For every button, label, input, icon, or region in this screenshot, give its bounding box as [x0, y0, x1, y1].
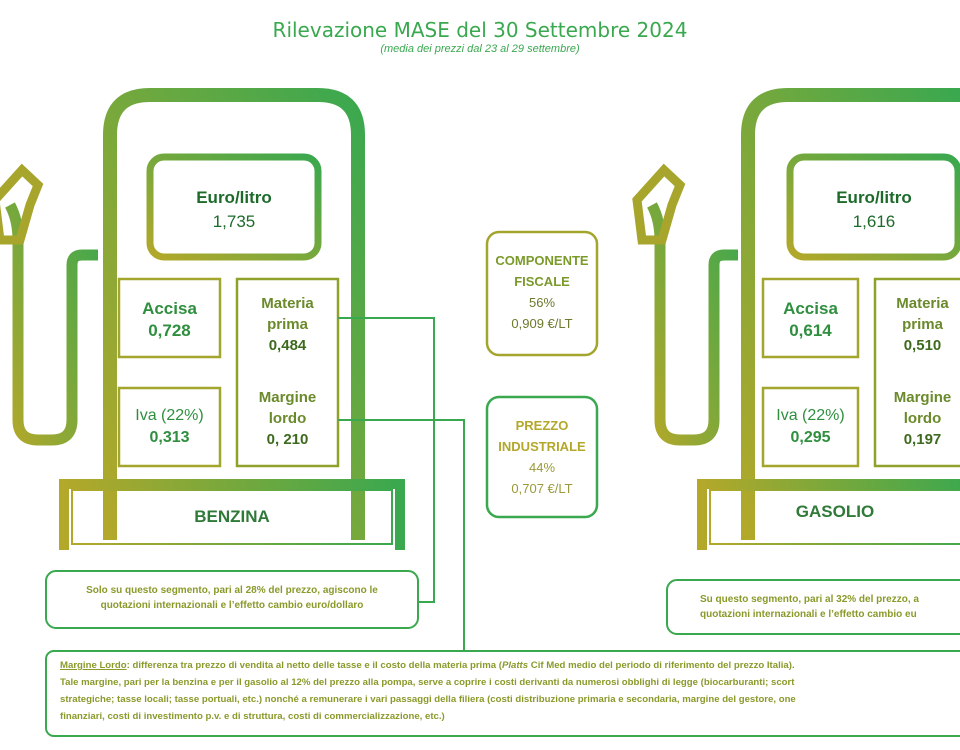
footnote-line-2: Tale margine, pari per la benzina e per …: [60, 677, 795, 688]
benzina-price-box: Euro/litro 1,735: [150, 186, 318, 234]
gasolio-note-box: [666, 579, 960, 635]
footnote-line-4: finanziari, costi di investimento p.v. e…: [60, 711, 445, 722]
componente-fiscale-line-1: COMPONENTE: [495, 253, 589, 268]
benzina-note-box: [45, 570, 419, 629]
benzina-accisa-label: Accisa: [142, 299, 197, 318]
benzina-iva-value: 0,313: [149, 429, 190, 446]
prezzo-industriale: PREZZO INDUSTRIALE 44% 0,707 €/LT: [487, 415, 597, 499]
gasolio-price-box: Euro/litro 1,616: [790, 186, 958, 234]
gasolio-materia-label-2: prima: [902, 316, 943, 333]
benzina-pump: [0, 88, 405, 550]
componente-fiscale-percent: 56%: [528, 295, 556, 310]
prezzo-industriale-box: [485, 395, 599, 519]
benzina-price-value: 1,735: [212, 212, 256, 231]
gasolio-margine-value: 0,197: [903, 431, 942, 448]
footnote-line-1-a: : differenza tra prezzo di vendita al ne…: [126, 660, 502, 671]
gasolio-note-line-1: Su questo segmento, pari al 32% del prez…: [700, 594, 919, 605]
gasolio-note: Su questo segmento, pari al 32% del prez…: [700, 592, 960, 622]
gasolio-accisa-value: 0,614: [789, 321, 832, 340]
gasolio-iva-label: Iva (22%): [776, 407, 845, 424]
benzina-note-line-1: Solo su questo segmento, pari al 28% del…: [86, 585, 378, 596]
gasolio-note-line-2: quotazioni internazionali e l’effetto ca…: [700, 609, 917, 620]
benzina-margine-label-2: lordo: [268, 410, 307, 427]
gasolio-accisa-label: Accisa: [783, 299, 838, 318]
benzina-iva-label: Iva (22%): [135, 407, 204, 424]
componente-fiscale: COMPONENTE FISCALE 56% 0,909 €/LT: [487, 250, 597, 334]
prezzo-industriale-line-2: INDUSTRIALE: [498, 439, 586, 454]
gasolio-materia-label-1: Materia: [896, 295, 949, 312]
benzina-materia: Materia prima 0,484: [237, 293, 338, 356]
footnote: Margine Lordo: differenza tra prezzo di …: [60, 657, 960, 725]
benzina-margine-value: 0, 210: [266, 431, 309, 448]
gasolio-materia: Materia prima 0,510: [875, 293, 960, 356]
footnote-line-3: strategiche; tasse locali; tasse portual…: [60, 694, 796, 705]
benzina-iva: Iva (22%) 0,313: [119, 405, 220, 449]
componente-fiscale-line-2: FISCALE: [514, 274, 570, 289]
benzina-materia-value: 0,484: [268, 337, 307, 354]
gasolio-accisa: Accisa 0,614: [763, 298, 858, 342]
prezzo-industriale-line-1: PREZZO: [515, 418, 569, 433]
gasolio-iva-value: 0,295: [790, 429, 831, 446]
gasolio-materia-value: 0,510: [903, 337, 942, 354]
benzina-materia-label-1: Materia: [261, 295, 314, 312]
componente-fiscale-box: [485, 230, 599, 357]
gasolio-base-label: GASOLIO: [795, 502, 875, 521]
prezzo-industriale-percent: 44%: [528, 460, 556, 475]
benzina-note-line-2: quotazioni internazionali e l’effetto ca…: [100, 600, 364, 611]
benzina-materia-label-2: prima: [267, 316, 308, 333]
page-title: Rilevazione MASE del 30 Settembre 2024: [272, 18, 688, 42]
gasolio-iva: Iva (22%) 0,295: [763, 405, 858, 449]
footnote-platts: Platts: [501, 660, 529, 671]
footnote-term: Margine Lordo: [60, 660, 127, 671]
gasolio-margine: Margine lordo 0,197: [875, 387, 960, 450]
benzina-margine: Margine lordo 0, 210: [237, 387, 338, 450]
componente-fiscale-value: 0,909 €/LT: [511, 316, 573, 331]
gasolio-margine-label-1: Margine: [893, 389, 952, 406]
benzina-margine-label-1: Margine: [258, 389, 317, 406]
benzina-base-label: BENZINA: [194, 507, 270, 526]
benzina-note: Solo su questo segmento, pari al 28% del…: [46, 583, 418, 613]
prezzo-industriale-value: 0,707 €/LT: [511, 481, 573, 496]
benzina-accisa: Accisa 0,728: [119, 298, 220, 342]
gasolio-margine-label-2: lordo: [903, 410, 942, 427]
footnote-box: [45, 650, 960, 737]
gasolio-pump: [632, 88, 960, 550]
benzina-price-label: Euro/litro: [196, 188, 272, 207]
footnote-line-1: Margine Lordo: differenza tra prezzo di …: [60, 657, 960, 674]
gasolio-price-label: Euro/litro: [836, 188, 912, 207]
benzina-accisa-value: 0,728: [148, 321, 191, 340]
page-subtitle: (media dei prezzi dal 23 al 29 settembre…: [380, 43, 580, 55]
nozzle-icon: [0, 163, 44, 245]
footnote-line-1-b: Cif Med medio del periodo di riferimento…: [528, 660, 795, 671]
gasolio-price-value: 1,616: [852, 212, 896, 231]
hose-icon: [5, 202, 98, 446]
